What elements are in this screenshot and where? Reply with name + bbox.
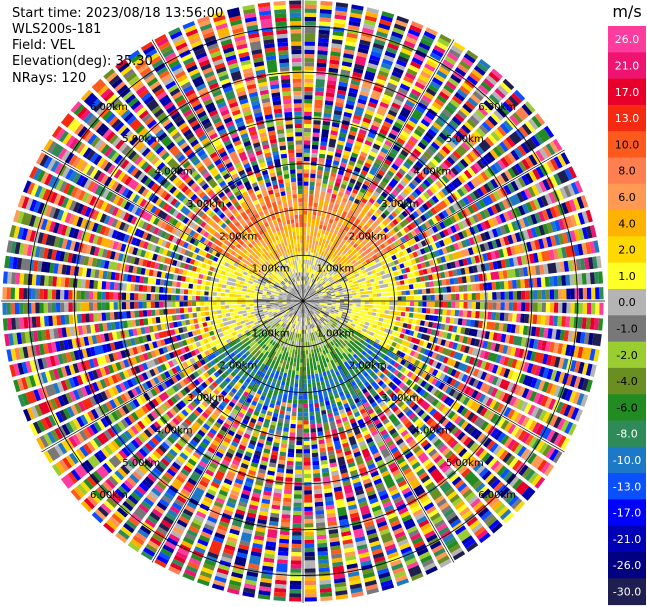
range-ring-label: 5.00km (446, 458, 484, 469)
colorbar-tick-label: 6.0 (618, 191, 636, 204)
colorbar-swatch (608, 262, 646, 290)
colorbar-tick-label: -6.0 (616, 401, 637, 414)
gate-group-2.0 (10, 5, 600, 590)
range-ring-label: 2.00km (349, 361, 387, 372)
colorbar: m/s 26.0 21.0 17.0 13.0 10.0 8.0 6.0 4.0 2.0 1.0 0.… (608, 2, 646, 606)
colorbar-tick-label: 4.0 (618, 217, 636, 230)
velocity-gates (2, 0, 604, 602)
colorbar-tick-label: 2.0 (618, 244, 636, 257)
colorbar-tick-label: -30.0 (613, 586, 641, 599)
range-ring-labels: 1.00km 1.00km 1.00km 1.00km 2.00km 2.00km 2.00… (90, 102, 516, 501)
azimuth-spoke (151, 300, 304, 563)
azimuth-spoke (302, 39, 455, 302)
azimuth-spokes (1, 0, 605, 603)
range-ring-label: 6.00km (90, 102, 128, 113)
range-ring-label: 2.00km (219, 231, 257, 242)
colorbar-tick-label: -1.0 (616, 322, 637, 335)
range-ring-label: 3.00km (381, 393, 419, 404)
colorbar-tick-label: -21.0 (613, 533, 641, 546)
range-ring-label: 5.00km (122, 134, 160, 145)
colorbar-swatch (608, 420, 646, 448)
colorbar-tick-label: -17.0 (613, 507, 641, 520)
colorbar-swatch (608, 315, 646, 343)
azimuth-spoke (151, 39, 304, 302)
colorbar-tick-label: 1.0 (618, 270, 636, 283)
colorbar-swatch (608, 236, 646, 264)
colorbar-swatch (608, 394, 646, 421)
azimuth-spoke (302, 300, 455, 563)
colorbar-swatch (608, 473, 646, 500)
range-ring-label: 3.00km (381, 199, 419, 210)
colorbar-tick-label: 0.0 (618, 296, 636, 309)
range-ring-label: 2.00km (349, 231, 387, 242)
colorbar-swatch (608, 446, 646, 474)
colorbar-swatch (608, 183, 646, 211)
azimuth-spoke (41, 149, 304, 302)
colorbar-swatch (608, 578, 646, 606)
colorbar-swatch (608, 26, 646, 53)
range-ring-label: 1.00km (316, 328, 354, 339)
field-text: Field: VEL (12, 38, 75, 53)
colorbar-tick-label: -13.0 (613, 480, 641, 493)
colorbar-tick-label: 17.0 (615, 86, 640, 99)
colorbar-tick-label: 26.0 (615, 33, 640, 46)
colorbar-tick-label: 21.0 (615, 60, 640, 73)
colorbar-swatch (608, 552, 646, 579)
colorbar-tick-label: -4.0 (616, 375, 637, 388)
colorbar-tick-label: -8.0 (616, 428, 637, 441)
colorbar-tick-label: -2.0 (616, 349, 637, 362)
azimuth-spoke (302, 300, 565, 453)
instrument-text: WLS200s-181 (12, 22, 102, 37)
colorbar-swatch (608, 52, 646, 80)
colorbar-swatch (608, 157, 646, 185)
range-ring-label: 6.00km (478, 490, 516, 501)
start-time-text: Start time: 2023/08/18 13:56:00 (12, 6, 224, 21)
range-ring-label: 5.00km (122, 458, 160, 469)
range-ring-label: 5.00km (446, 134, 484, 145)
colorbar-tick-label: -10.0 (613, 454, 641, 467)
colorbar-swatch (608, 367, 646, 395)
range-ring-label: 4.00km (413, 167, 451, 178)
colorbar-tick-label: 13.0 (615, 112, 640, 125)
range-ring-label: 1.00km (252, 328, 290, 339)
range-ring-label: 4.00km (155, 167, 193, 178)
colorbar-swatch (608, 499, 646, 527)
colorbar-tick-label: -26.0 (613, 559, 641, 572)
range-ring-label: 4.00km (155, 425, 193, 436)
elevation-text: Elevation(deg): 35.30 (12, 54, 153, 69)
range-ring-label: 3.00km (187, 393, 225, 404)
colorbar-swatch (608, 78, 646, 106)
range-ring-label: 6.00km (90, 490, 128, 501)
colorbar-unit: m/s (612, 2, 641, 21)
range-ring-label: 6.00km (478, 102, 516, 113)
colorbar-swatch (608, 131, 646, 158)
azimuth-spoke (302, 149, 565, 302)
colorbar-tick-label: 10.0 (615, 138, 640, 151)
range-ring-label: 1.00km (252, 264, 290, 275)
gate-group-10.0 (6, 27, 592, 571)
colorbar-swatch (608, 104, 646, 132)
range-ring-label: 1.00km (316, 264, 354, 275)
nrays-text: NRays: 120 (12, 71, 87, 86)
azimuth-spoke (41, 300, 304, 453)
colorbar-swatch (608, 341, 646, 369)
colorbar-swatch (608, 289, 646, 316)
range-ring-label: 4.00km (413, 425, 451, 436)
colorbar-tick-label: 8.0 (618, 165, 636, 178)
colorbar-swatch (608, 525, 646, 553)
colorbar-swatch (608, 210, 646, 237)
range-ring-label: 2.00km (219, 361, 257, 372)
range-ring-label: 3.00km (187, 199, 225, 210)
